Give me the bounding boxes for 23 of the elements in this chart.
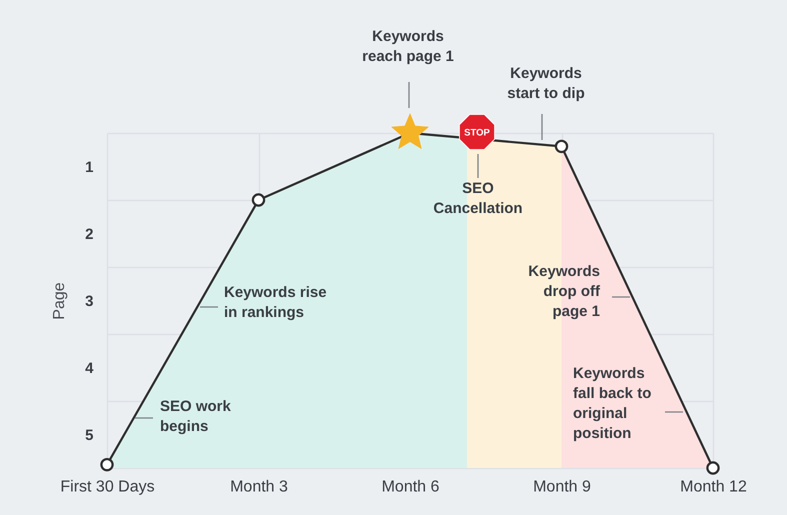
x-tick-label: Month 9 (533, 478, 592, 496)
point (706, 461, 720, 475)
y-tick-label: 5 (85, 427, 94, 444)
annotation: STOP (464, 128, 491, 138)
y-axis-title: Page (51, 282, 68, 320)
point (554, 140, 568, 154)
y-tick-label: 1 (85, 159, 94, 176)
annotation: Keywords fall back to original position (573, 365, 652, 442)
annotation: SEO work begins (160, 398, 232, 435)
x-tick-label: Month 12 (680, 478, 747, 496)
point (100, 458, 114, 472)
y-tick-label: 4 (85, 360, 94, 377)
annotation: Keywords drop off page 1 (528, 263, 601, 320)
y-tick-label: 3 (85, 293, 94, 310)
annotation: SEO Cancellation (433, 180, 523, 217)
x-tick-label: First 30 Days (60, 478, 155, 496)
text: Keywords start to dip (507, 65, 585, 102)
point (252, 193, 266, 207)
annotation: Keywords rise in rankings (224, 284, 327, 321)
x-tick-label: Month 6 (382, 478, 440, 496)
text: Keywords reach page 1 (362, 28, 454, 65)
x-tick-label: Month 3 (230, 478, 288, 496)
y-tick-label: 2 (85, 226, 94, 243)
